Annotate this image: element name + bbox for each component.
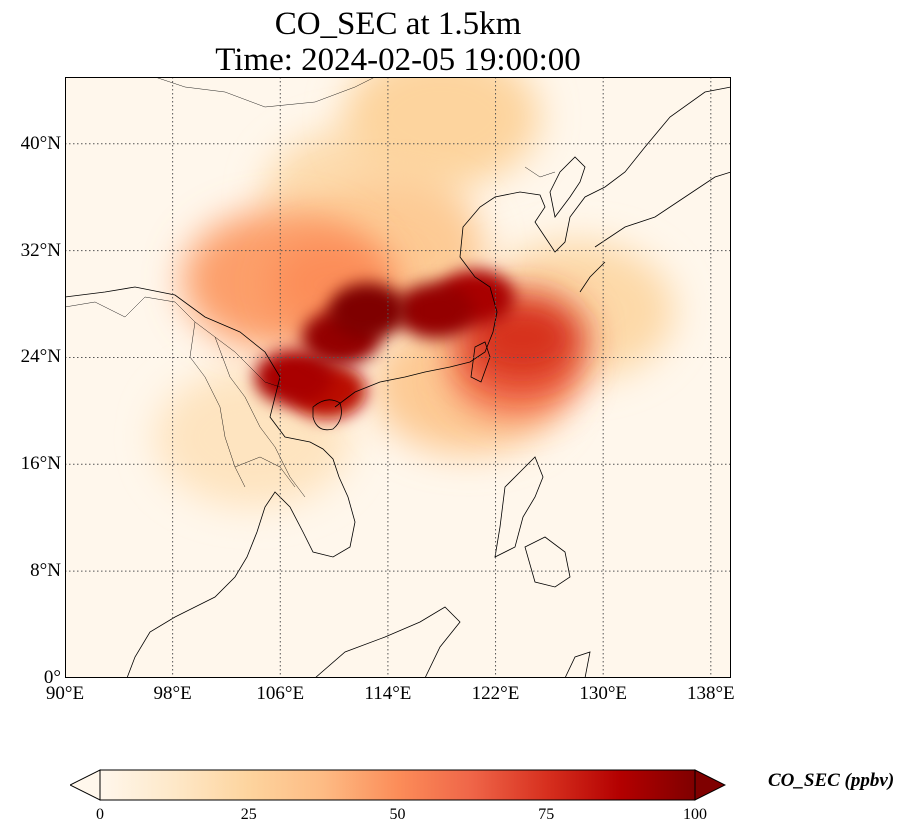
colorbar-tick: 25 (240, 806, 257, 823)
lat-tick-label: 16°N (20, 453, 61, 475)
philippines-luzon (494, 456, 544, 558)
map-panel (65, 77, 731, 678)
colorbar-tick: 0 (96, 806, 104, 823)
border-korea (524, 166, 556, 178)
colorbar-gradient (99, 769, 696, 801)
lon-tick-label: 114°E (364, 683, 412, 704)
lat-tick-label: 8°N (30, 560, 61, 582)
taiwan-island (470, 341, 491, 383)
lon-tick-label: 106°E (256, 683, 305, 704)
borneo-coast (314, 606, 461, 678)
sulawesi-coast (564, 651, 591, 678)
lon-tick-label: 98°E (153, 683, 192, 704)
colorbar-tick: 75 (538, 806, 555, 823)
lat-tick-label: 32°N (20, 239, 61, 261)
lon-tick-label: 130°E (579, 683, 628, 704)
colorbar-max-extend (694, 769, 727, 801)
colorbar (68, 769, 727, 801)
japan-coast (579, 171, 731, 293)
mainland-coast-west (65, 286, 356, 678)
hainan-island (312, 399, 342, 431)
lon-tick-label: 90°E (45, 683, 85, 704)
lon-tick-label: 138°E (686, 683, 735, 704)
chart-title-line2: Time: 2024-02-05 19:00:00 (215, 42, 581, 78)
mainland-coast-east (334, 86, 731, 408)
plume-blob (343, 77, 540, 188)
lat-tick-label: 0° (43, 667, 61, 688)
chart-title-line1: CO_SEC at 1.5km (274, 6, 522, 42)
philippines-mindanao (524, 536, 571, 588)
lon-tick-label: 122°E (471, 683, 520, 704)
border-mongolia (154, 77, 376, 108)
lat-tick-label: 24°N (20, 346, 61, 368)
colorbar-svg (68, 769, 727, 801)
plume-blob (395, 282, 475, 339)
border-laos-vietnam (214, 336, 306, 498)
concentration-field (155, 77, 675, 508)
coastlines (65, 86, 731, 678)
korea-peninsula (549, 156, 586, 218)
map-svg (65, 77, 731, 678)
colorbar-tick: 100 (683, 806, 707, 823)
gridlines (65, 77, 731, 678)
border-cambodia (234, 456, 296, 488)
colorbar-label: CO_SEC (ppbv) (768, 770, 895, 791)
plume-blob (254, 349, 333, 406)
plume-blob (328, 282, 407, 339)
lat-tick-label: 40°N (20, 132, 61, 154)
colorbar-min-extend (68, 769, 101, 801)
colorbar-tick: 50 (389, 806, 406, 823)
country-borders (65, 77, 556, 498)
